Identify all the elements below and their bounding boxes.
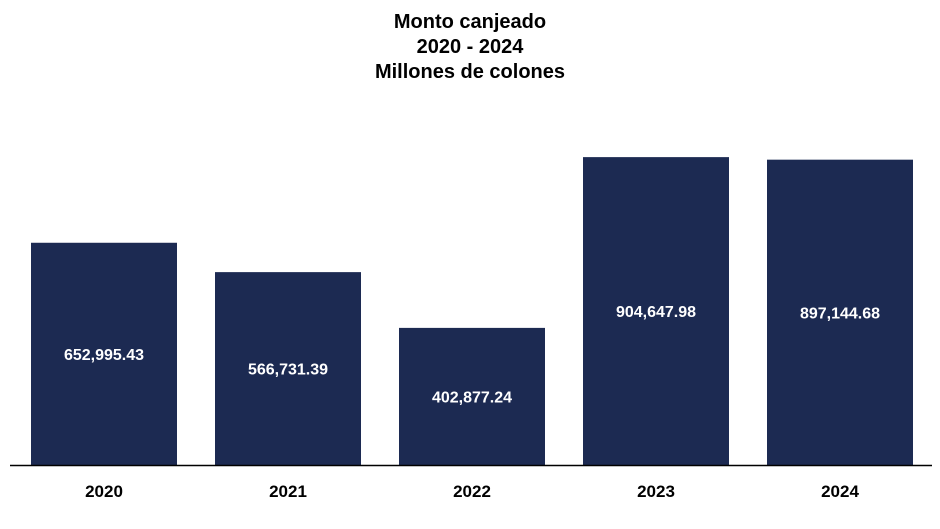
chart-title-line-3: Millones de colones xyxy=(374,61,566,83)
chart-title-line-1: Monto canjeado xyxy=(393,11,547,33)
bar-value-label-2022: 402,877.24 xyxy=(432,389,512,406)
bar-2024 xyxy=(767,159,913,466)
x-tick-label-2021: 2021 xyxy=(269,482,307,501)
x-tick-label-2022: 2022 xyxy=(453,482,491,501)
chart-title: Monto canjeado 2020 - 2024 Millones de c… xyxy=(0,10,940,85)
bar-2023 xyxy=(583,157,729,465)
bar-value-label-2024: 897,144.68 xyxy=(800,305,880,322)
x-tick-label-2023: 2023 xyxy=(637,482,675,501)
bar-2020 xyxy=(31,242,177,465)
x-tick-label-2020: 2020 xyxy=(85,482,123,501)
bar-value-label-2021: 566,731.39 xyxy=(248,362,328,379)
bar-value-label-2020: 652,995.43 xyxy=(64,347,144,364)
bar-2021 xyxy=(215,272,361,465)
chart-title-line-2: 2020 - 2024 xyxy=(416,36,524,58)
x-tick-label-2024: 2024 xyxy=(821,482,859,501)
bar-2022 xyxy=(399,327,545,465)
bar-value-label-2023: 904,647.98 xyxy=(616,304,696,321)
